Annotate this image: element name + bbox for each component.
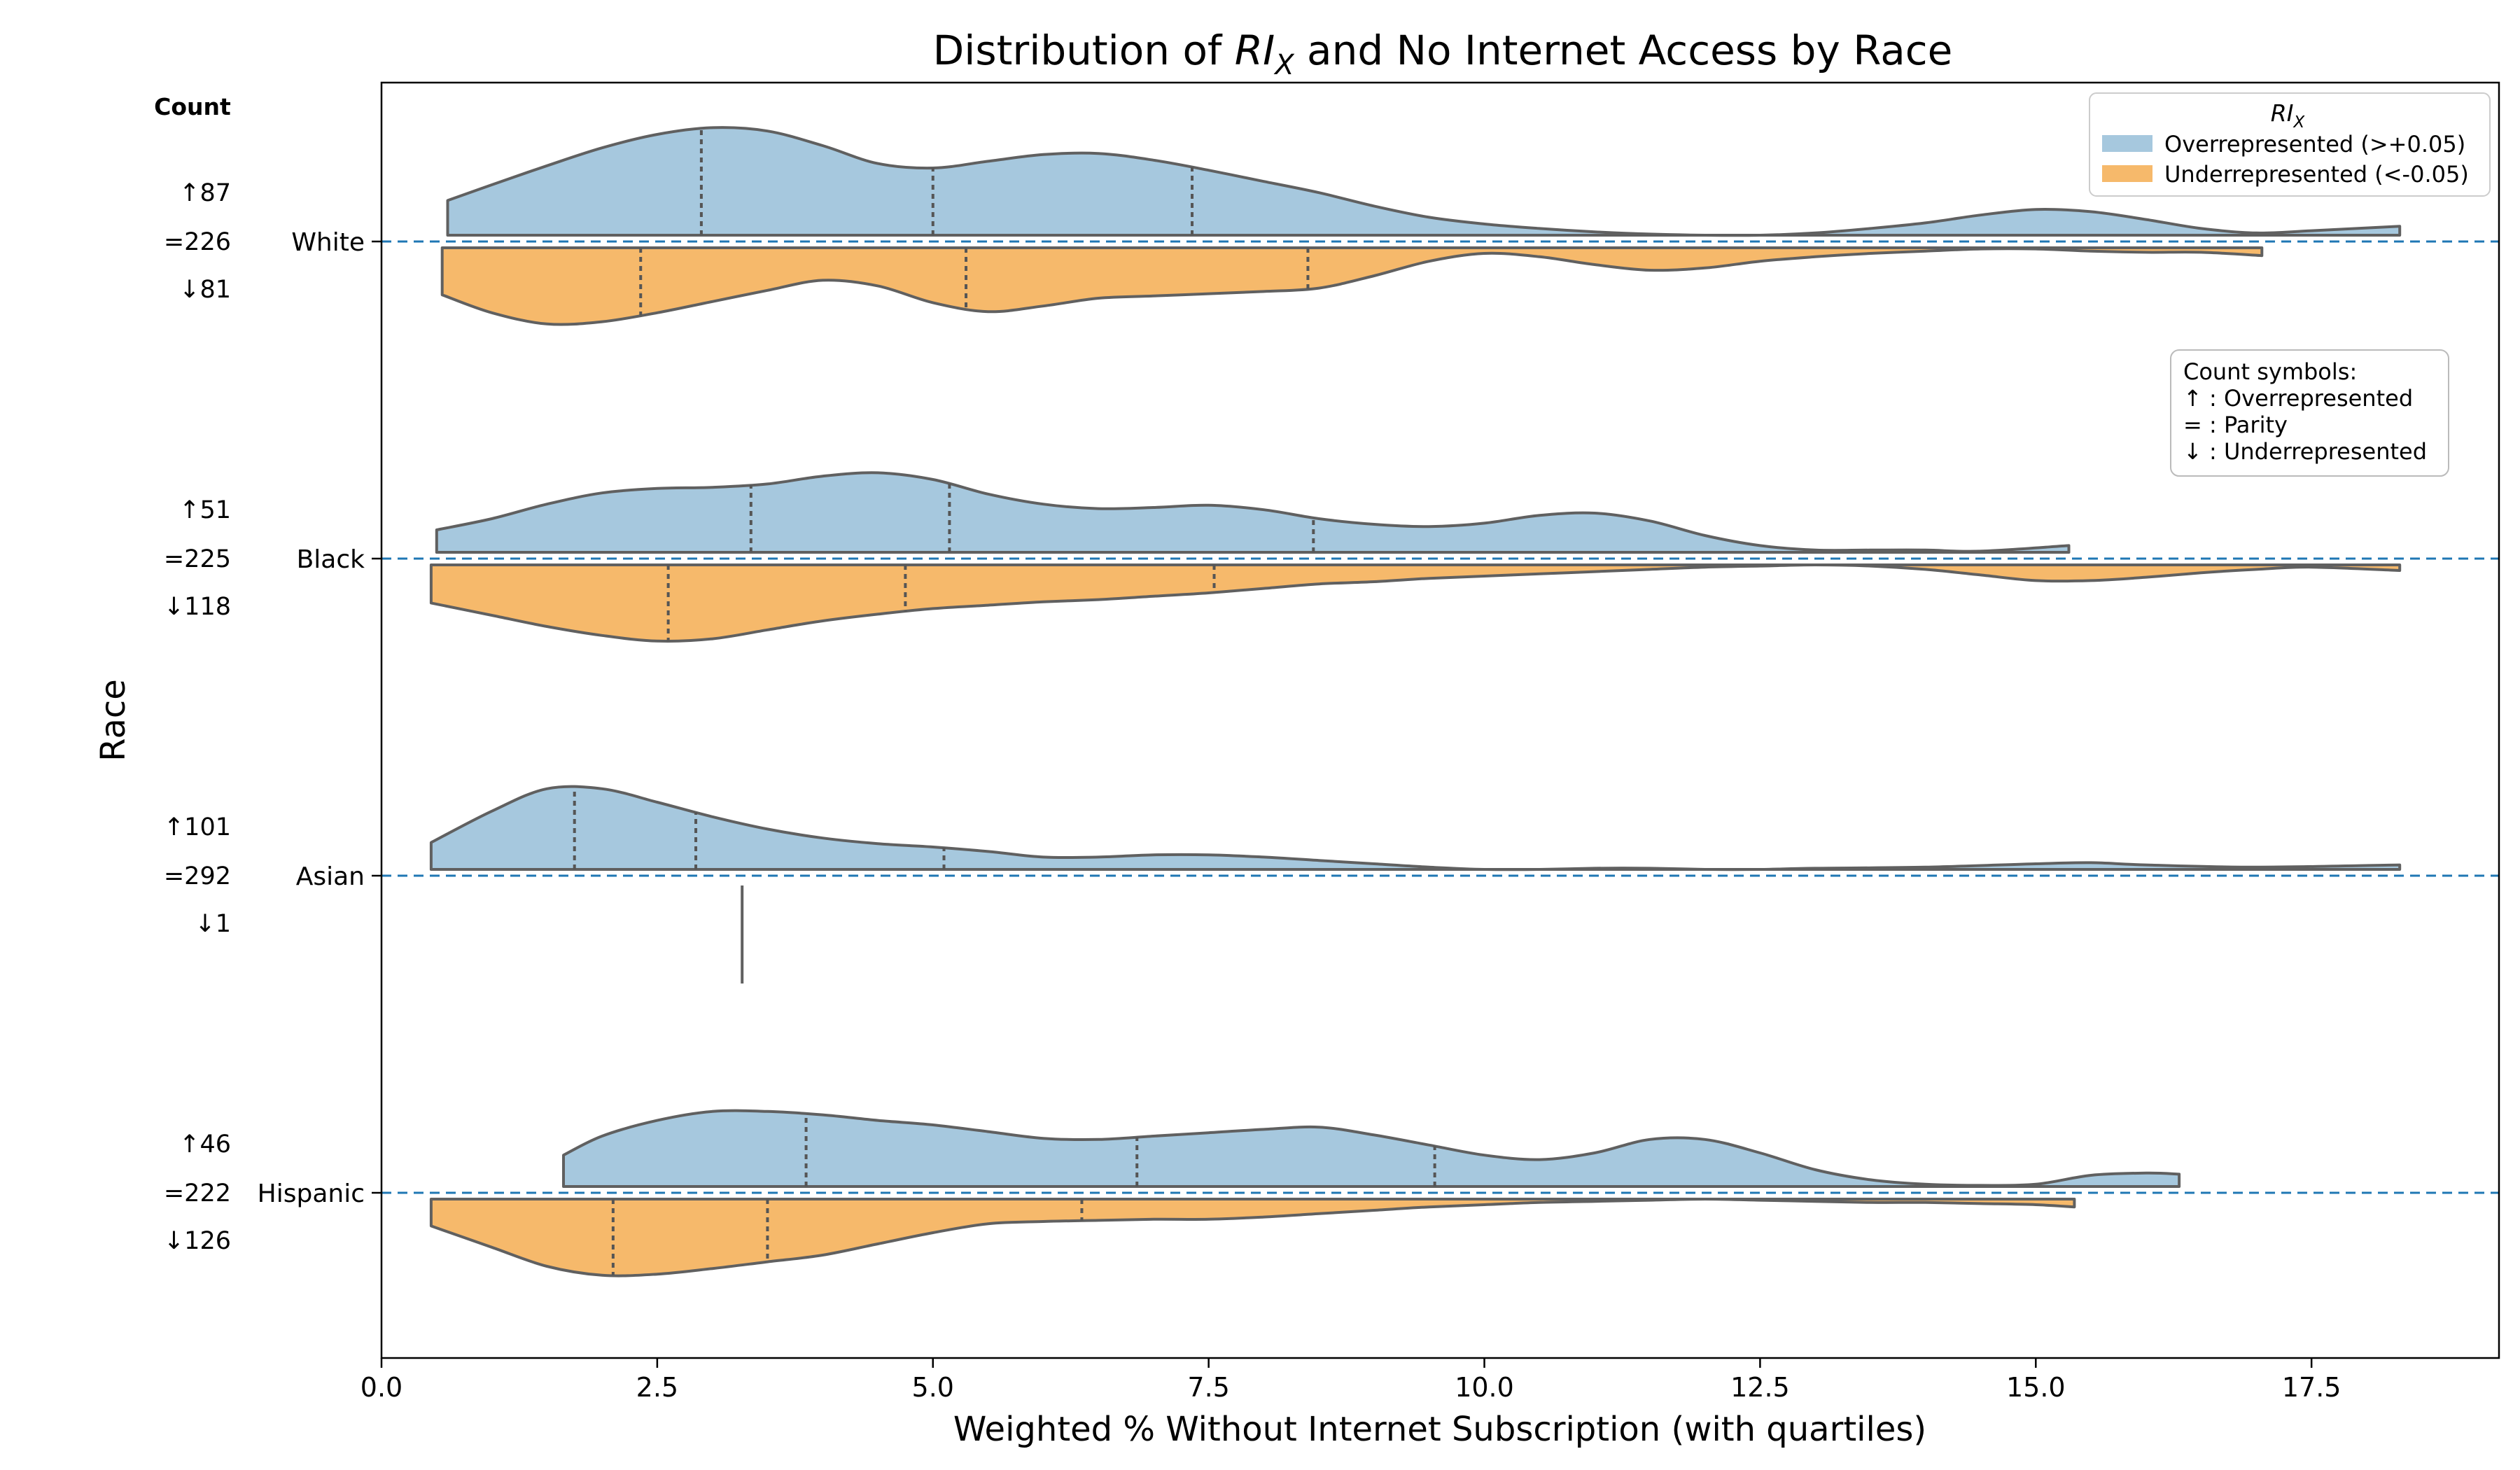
count-over-white: ↑87 [179,179,231,207]
count-parity-hispanic: =222 [164,1180,231,1208]
count-header: Count [154,93,231,120]
x-tick-label-6: 15.0 [2006,1372,2066,1403]
x-axis-ticks: 0.0 2.5 5.0 7.5 10.0 12.5 15.0 17.5 [360,1358,2342,1403]
violin-white-over [446,126,2402,237]
legend-title: RIX [2271,99,2306,132]
x-tick-label-7: 17.5 [2282,1372,2342,1403]
y-tick-label-hispanic: Hispanic [258,1180,365,1208]
count-over-black: ↑51 [179,496,231,524]
x-tick-label-3: 7.5 [1187,1372,1229,1403]
x-tick-label-5: 12.5 [1730,1372,1790,1403]
y-axis-ticks: White Black Asian Hispanic [258,228,382,1208]
x-tick-label-2: 5.0 [912,1372,954,1403]
legend-box [2089,92,2491,197]
count-under-white: ↓81 [179,276,231,304]
count-under-asian: ↓1 [195,910,231,938]
count-symbols-frame [2170,349,2449,477]
count-under-hispanic: ↓126 [164,1227,231,1255]
violin-black-under [429,564,2402,643]
x-tick-label-0: 0.0 [360,1372,402,1403]
count-over-hispanic: ↑46 [179,1130,231,1158]
reference-lines [382,240,2499,1194]
y-tick-label-white: White [291,228,365,257]
legend-label-under: Underrepresented (<-0.05) [2164,161,2469,188]
y-tick-label-asian: Asian [296,862,365,891]
x-tick-label-1: 2.5 [636,1372,678,1403]
count-annotations: ↑87 =226 ↓81 ↑51 =225 ↓118 ↑101 =292 ↓1 ↑46 =222 ↓1… [164,179,231,1255]
count-over-asian: ↑101 [164,813,231,841]
violin-hispanic-over [562,1109,2181,1188]
violin-white-under [440,246,2264,326]
legend-swatch-under [2102,165,2152,182]
violin-hispanic-under [429,1198,2076,1278]
y-tick-label-black: Black [297,545,365,574]
x-tick-label-4: 10.0 [1455,1372,1514,1403]
legend: RIX Overrepresented (>+0.05) Underrepres… [2089,92,2491,197]
count-symbols-line-1: Count symbols: [2183,358,2357,385]
x-axis-label: Weighted % Without Internet Subscription… [953,1410,1926,1449]
chart-title: Distribution of RIX and No Internet Acce… [933,27,1953,81]
count-symbols-line-2: ↑ : Overrepresented [2183,385,2413,412]
count-symbols-line-4: ↓ : Underrepresented [2183,438,2427,465]
count-symbols-line-3: = : Parity [2183,412,2288,438]
count-under-black: ↓118 [164,593,231,621]
plot-frame [380,81,2500,1359]
plot-area: 0.0 2.5 5.0 7.5 10.0 12.5 15.0 17.5 White Black A… [258,81,2500,1403]
violins-layer [429,126,2402,1278]
count-parity-black: =225 [164,545,231,573]
legend-swatch-over [2102,135,2152,152]
y-axis-label: Race [94,679,133,762]
count-symbols-box: Count symbols: ↑ : Overrepresented = : P… [2170,349,2449,477]
legend-label-over: Overrepresented (>+0.05) [2164,131,2465,158]
violin-black-over [435,471,2071,554]
count-parity-white: =226 [164,228,231,256]
violin-asian-over [429,785,2402,872]
count-parity-asian: =292 [164,862,231,890]
